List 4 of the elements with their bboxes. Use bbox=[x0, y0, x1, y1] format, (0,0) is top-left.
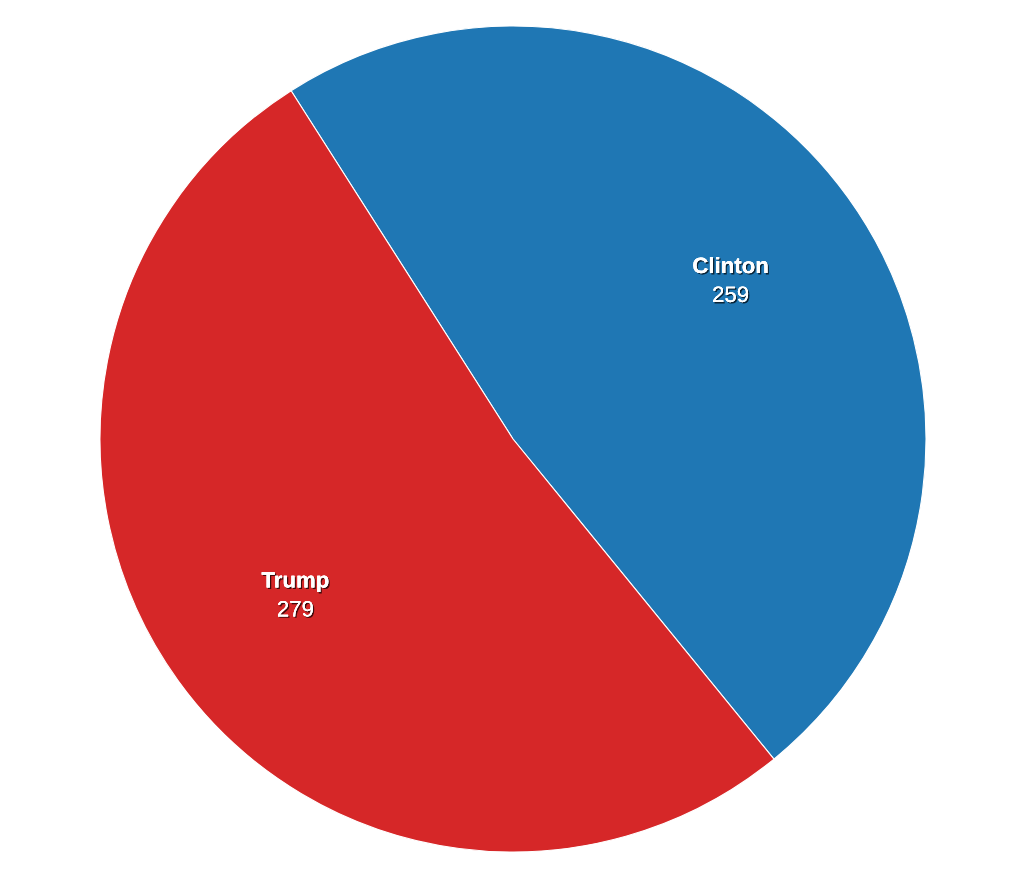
slice-label: Clinton bbox=[693, 256, 769, 275]
data-label: 279 bbox=[277, 600, 315, 619]
slice-label: Trump bbox=[261, 572, 330, 594]
data-label: 259 bbox=[713, 286, 750, 304]
